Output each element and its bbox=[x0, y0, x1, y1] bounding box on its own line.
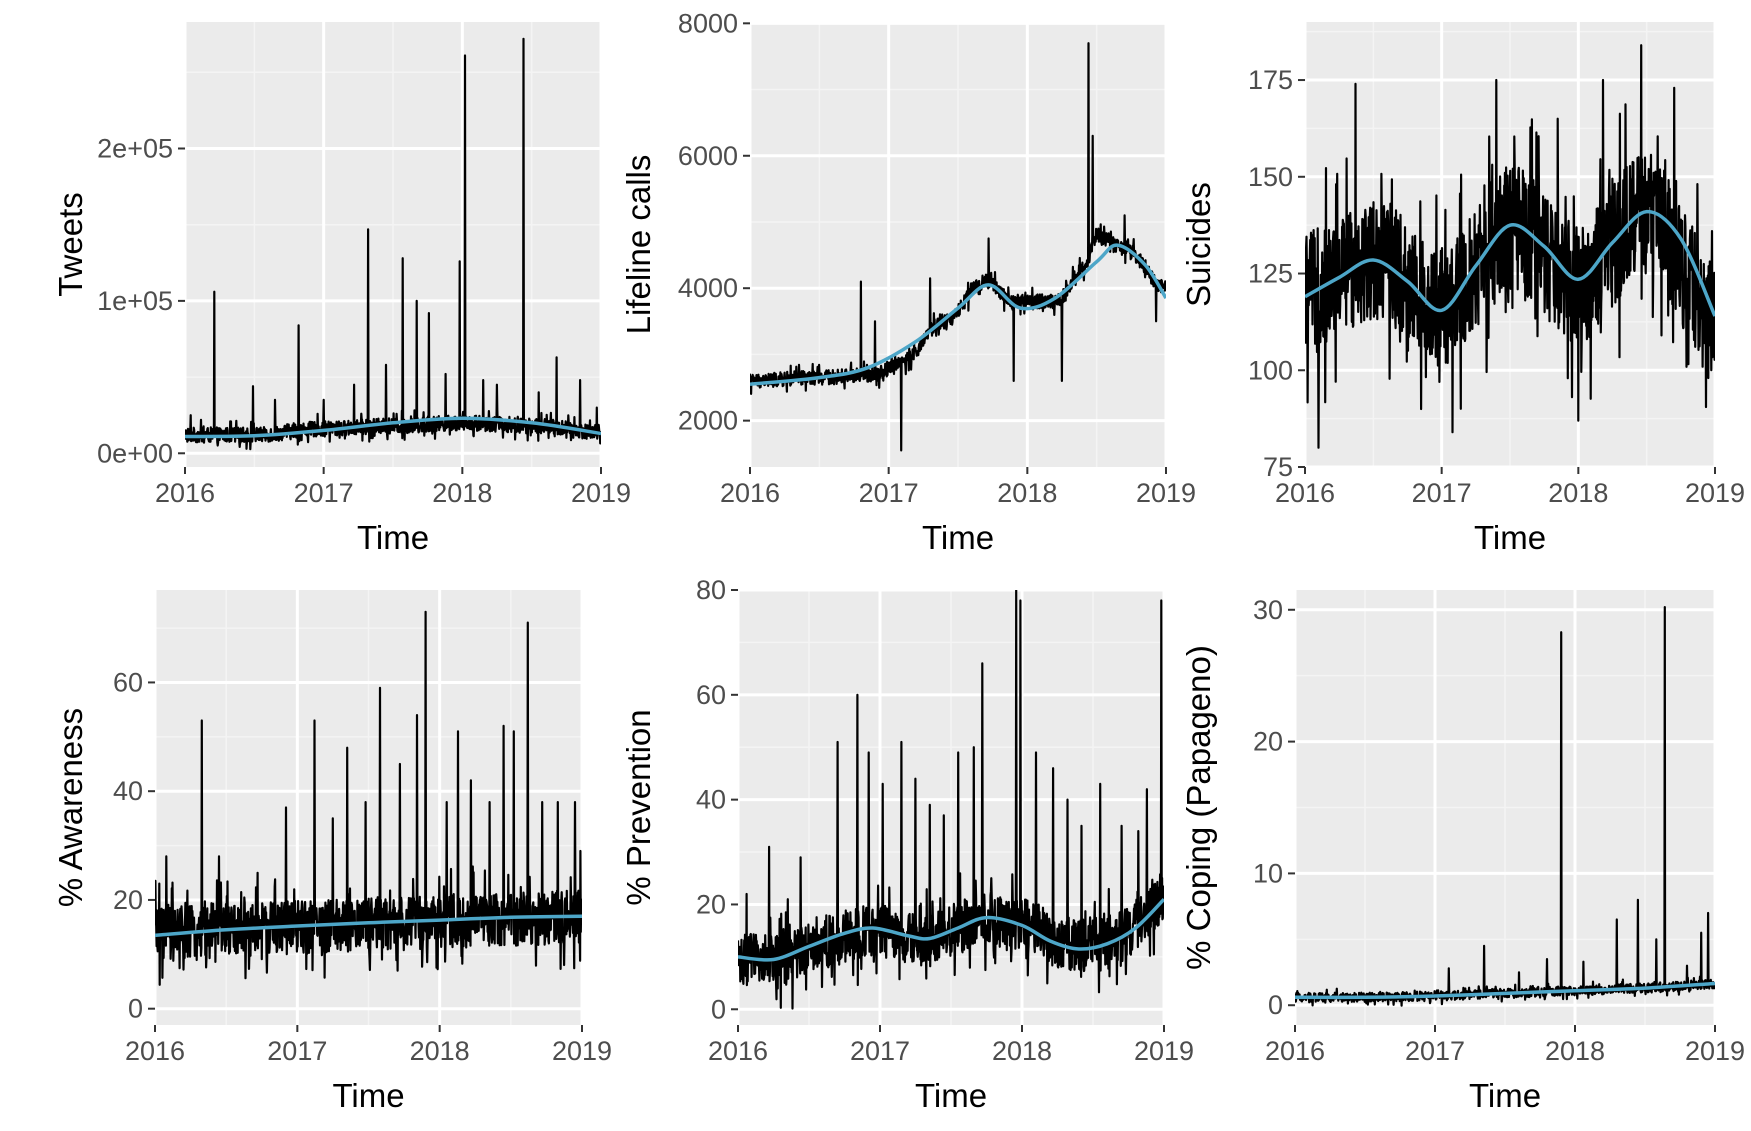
chart-panel-4: 2016 2017 2018 2019 0 20 40 60 Time % Awareness bbox=[52, 590, 612, 1114]
x-tick-label: 2017 bbox=[1412, 478, 1472, 508]
x-tick-label: 2018 bbox=[992, 1036, 1052, 1066]
y-tick-label: 60 bbox=[696, 680, 726, 710]
x-tick-label: 2019 bbox=[1136, 478, 1196, 508]
series-smooth-line-1 bbox=[185, 416, 601, 439]
x-tick-label: 2019 bbox=[1685, 478, 1745, 508]
y-tick-label: 75 bbox=[1263, 452, 1293, 482]
y-tick-label: 10 bbox=[1253, 858, 1283, 888]
x-tick-label: 2016 bbox=[1275, 478, 1335, 508]
y-tick-label: 4000 bbox=[678, 273, 738, 303]
y-axis-title: % Coping (Papageno) bbox=[1180, 645, 1217, 970]
y-axis-title: % Prevention bbox=[620, 709, 657, 905]
series-smooth-line-5 bbox=[738, 897, 1164, 962]
x-tick-label: 2017 bbox=[859, 478, 919, 508]
x-tick-label: 2016 bbox=[708, 1036, 768, 1066]
y-tick-label: 1e+05 bbox=[97, 286, 173, 316]
x-tick-label: 2017 bbox=[1405, 1036, 1465, 1066]
chart-panel-3: 2016 2017 2018 2019 75 100 125 150 175 Time Suicid… bbox=[1180, 22, 1745, 556]
series-daily-line-2 bbox=[750, 42, 1166, 452]
series-smooth-line-2 bbox=[750, 243, 1166, 386]
x-axis-title: Time bbox=[357, 519, 429, 556]
x-tick-label: 2018 bbox=[432, 478, 492, 508]
y-tick-label: 20 bbox=[1253, 727, 1283, 757]
x-axis-title: Time bbox=[332, 1077, 404, 1114]
y-axis-title: Suicides bbox=[1180, 182, 1217, 307]
x-tick-label: 2017 bbox=[267, 1036, 327, 1066]
y-tick-label: 60 bbox=[113, 667, 143, 697]
x-tick-label: 2016 bbox=[1265, 1036, 1325, 1066]
x-axis-title: Time bbox=[922, 519, 994, 556]
y-axis-title: Lifeline calls bbox=[620, 155, 657, 335]
series-smooth-line-6 bbox=[1295, 981, 1715, 1000]
x-axis-title: Time bbox=[915, 1077, 987, 1114]
y-tick-label: 20 bbox=[113, 885, 143, 915]
y-tick-label: 2e+05 bbox=[97, 133, 173, 163]
series-daily-line-3 bbox=[1305, 44, 1715, 449]
x-tick-label: 2018 bbox=[410, 1036, 470, 1066]
y-tick-label: 20 bbox=[696, 889, 726, 919]
y-tick-label: 100 bbox=[1248, 355, 1293, 385]
y-axis-title: % Awareness bbox=[52, 708, 89, 907]
chart-panel-2: 2016 2017 2018 2019 2000 4000 6000 8000 Time Life… bbox=[620, 8, 1196, 556]
y-tick-label: 0 bbox=[128, 994, 143, 1024]
y-tick-label: 0 bbox=[1268, 990, 1283, 1020]
y-tick-label: 40 bbox=[696, 785, 726, 815]
y-tick-label: 2000 bbox=[678, 406, 738, 436]
x-axis-title: Time bbox=[1469, 1077, 1541, 1114]
x-tick-label: 2018 bbox=[997, 478, 1057, 508]
x-tick-label: 2017 bbox=[294, 478, 354, 508]
x-tick-label: 2018 bbox=[1545, 1036, 1605, 1066]
x-tick-label: 2016 bbox=[155, 478, 215, 508]
y-tick-label: 8000 bbox=[678, 8, 738, 38]
x-axis-title: Time bbox=[1474, 519, 1546, 556]
x-tick-label: 2016 bbox=[720, 478, 780, 508]
y-tick-label: 150 bbox=[1248, 162, 1293, 192]
x-tick-label: 2019 bbox=[1134, 1036, 1194, 1066]
x-tick-label: 2019 bbox=[552, 1036, 612, 1066]
chart-panel-5: 2016 2017 2018 2019 0 20 40 60 80 Time % Preventio… bbox=[620, 575, 1194, 1114]
series-smooth-line-4 bbox=[155, 914, 582, 938]
y-tick-label: 125 bbox=[1248, 259, 1293, 289]
y-tick-label: 40 bbox=[113, 776, 143, 806]
x-tick-label: 2018 bbox=[1548, 478, 1608, 508]
x-tick-label: 2017 bbox=[850, 1036, 910, 1066]
y-tick-label: 0 bbox=[711, 994, 726, 1024]
y-tick-label: 175 bbox=[1248, 65, 1293, 95]
y-tick-label: 30 bbox=[1253, 595, 1283, 625]
chart-panel-6: 2016 2017 2018 2019 0 10 20 30 Time % Coping (Pap… bbox=[1180, 590, 1745, 1114]
x-tick-label: 2019 bbox=[1685, 1036, 1745, 1066]
y-axis-title: Tweets bbox=[52, 192, 89, 297]
chart-panel-1: 2016 2017 2018 2019 0e+00 1e+05 2e+05 Time Tweet… bbox=[52, 22, 631, 556]
x-tick-label: 2019 bbox=[571, 478, 631, 508]
series-smooth-line-3 bbox=[1305, 209, 1715, 317]
y-tick-label: 6000 bbox=[678, 141, 738, 171]
y-tick-label: 0e+00 bbox=[97, 438, 173, 468]
x-tick-label: 2016 bbox=[125, 1036, 185, 1066]
y-tick-label: 80 bbox=[696, 575, 726, 605]
